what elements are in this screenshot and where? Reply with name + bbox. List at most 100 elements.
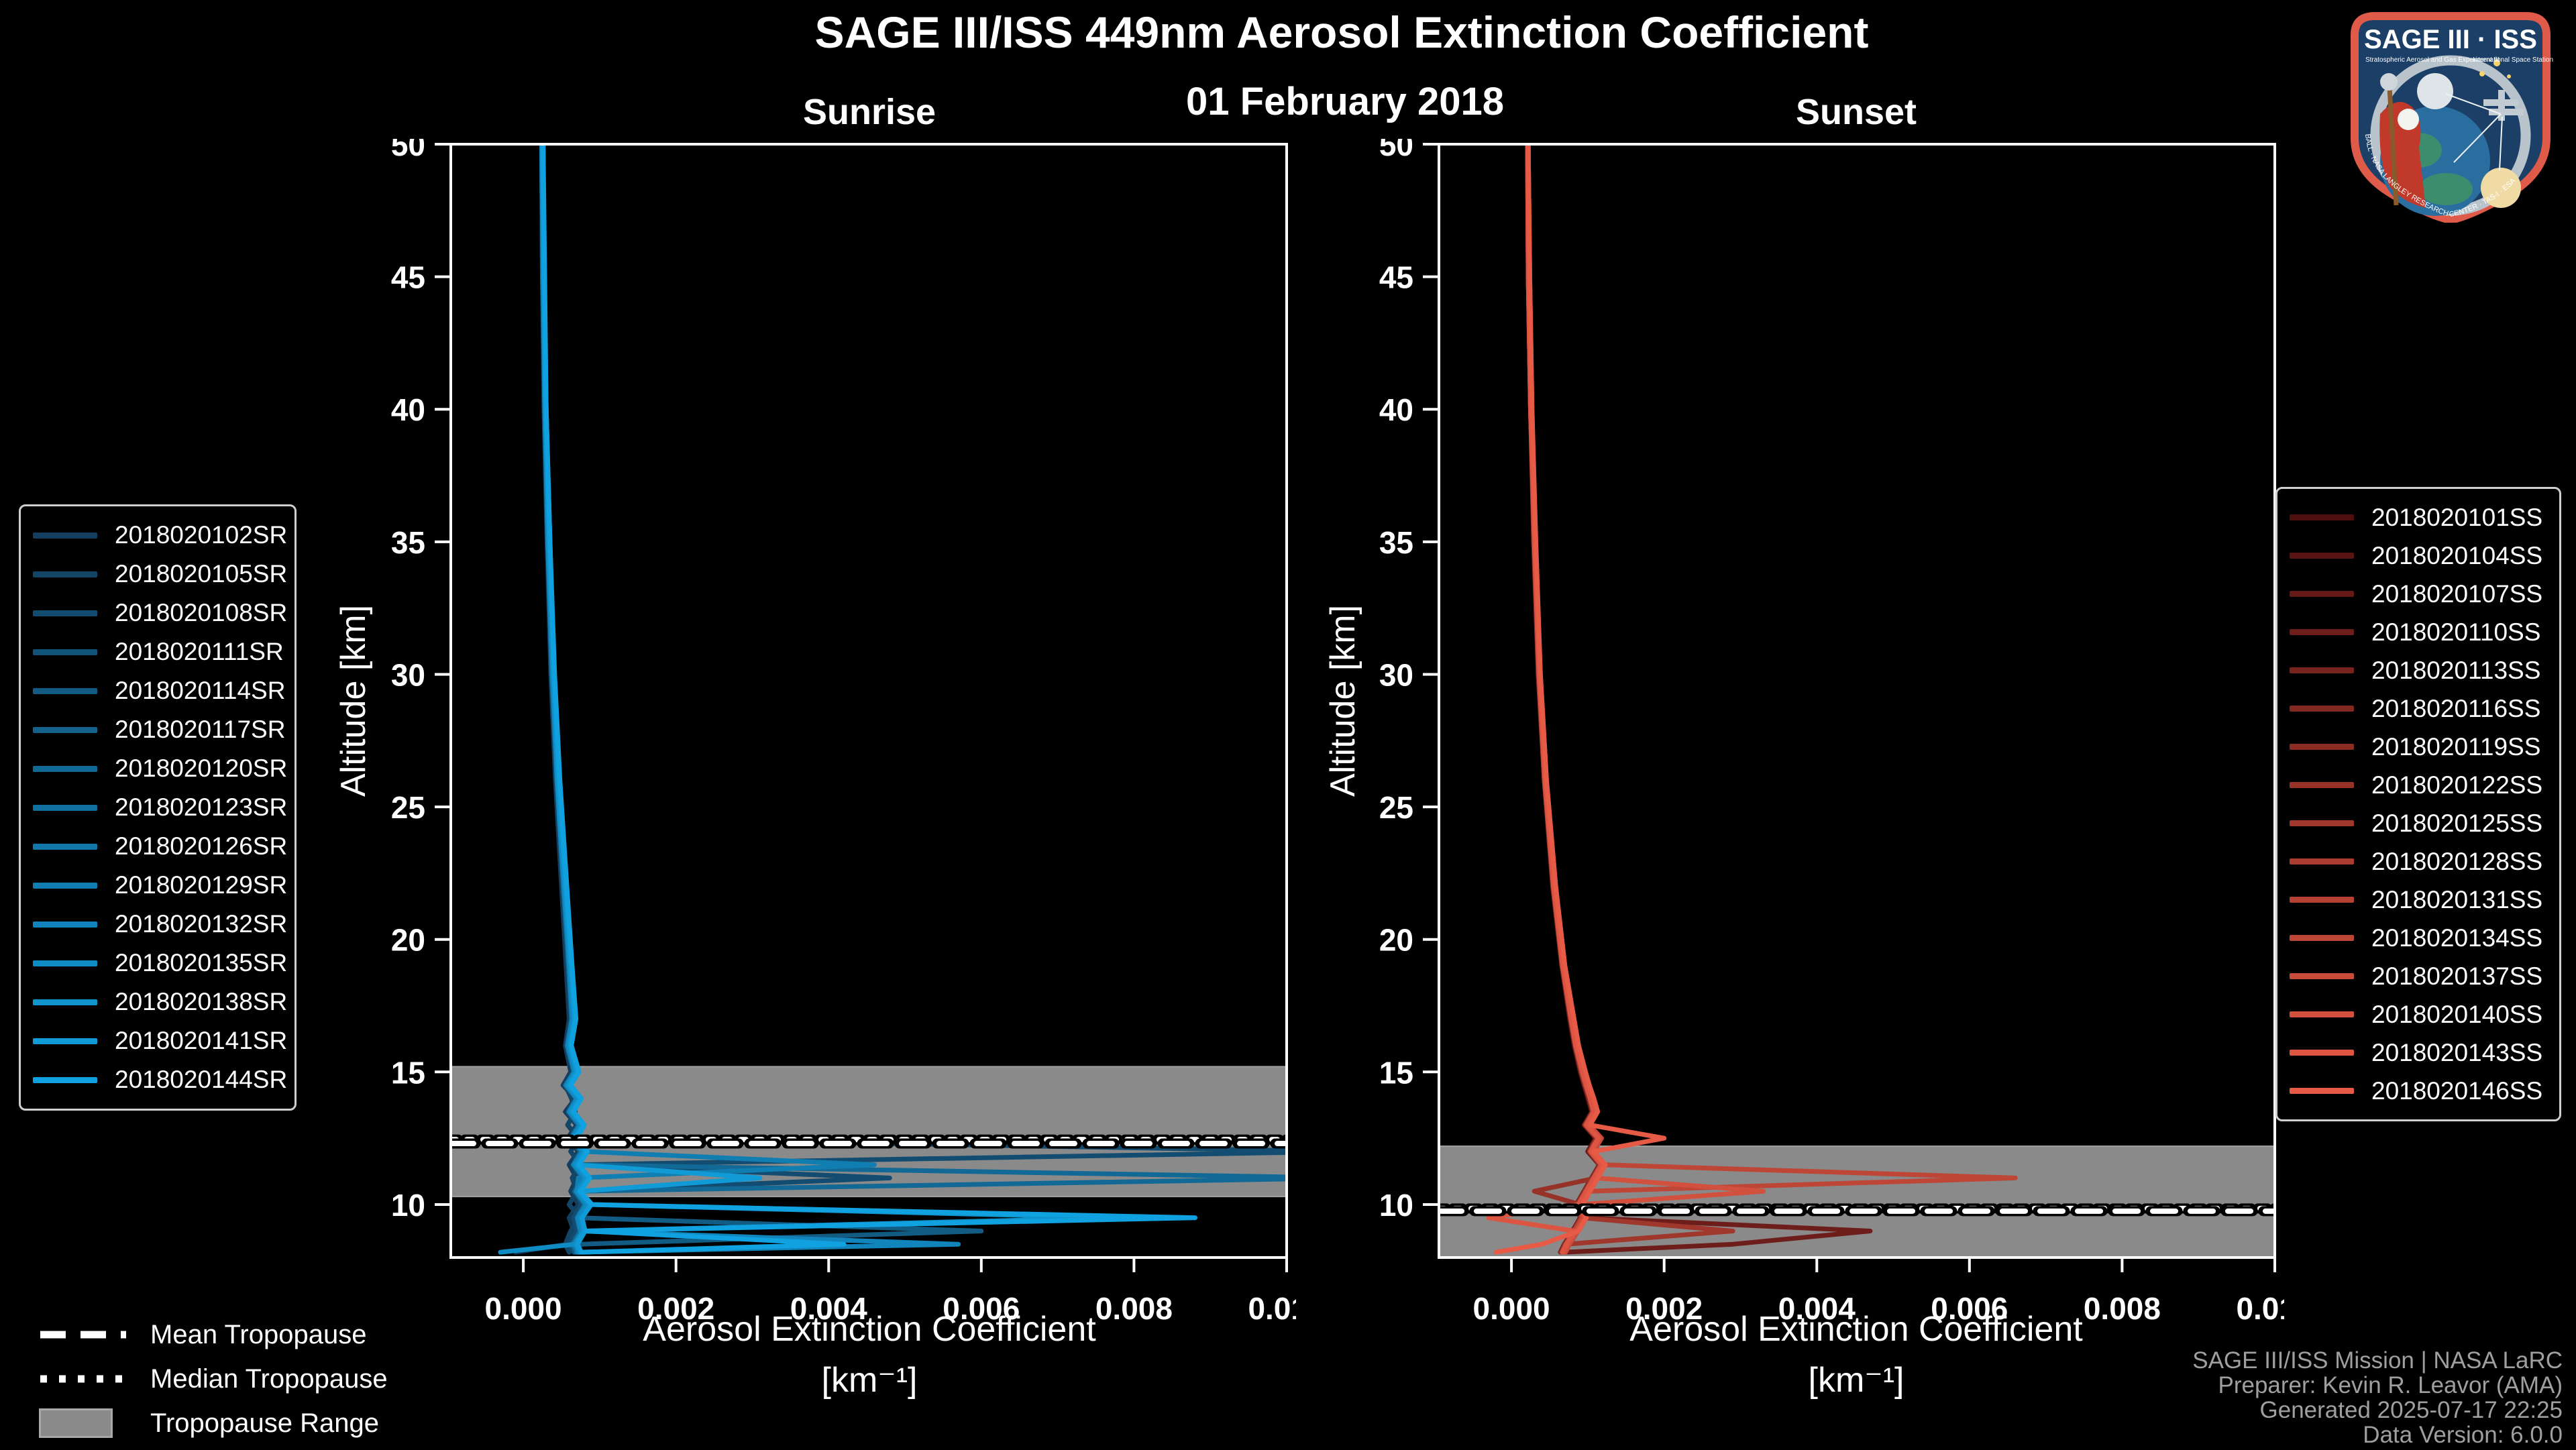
tropopause-range-label: Tropopause Range bbox=[150, 1408, 379, 1438]
sunrise-x-axis-label: Aerosol Extinction Coefficient bbox=[643, 1310, 1096, 1349]
legend-line-sample bbox=[33, 726, 97, 733]
data-version: Data Version: 6.0.0 bbox=[2363, 1422, 2563, 1448]
legend-line-sample bbox=[2290, 1050, 2354, 1056]
y-tick-label: 35 bbox=[1379, 525, 1413, 560]
legend-line-sample bbox=[2290, 629, 2354, 635]
generated-timestamp: Generated 2025-07-17 22:25 bbox=[2259, 1397, 2563, 1423]
legend-item: 2018020114SR bbox=[33, 671, 286, 710]
legend-line-sample bbox=[33, 804, 97, 811]
sunrise-panel: 0.000 0.002 0.004 0.006 0.008 0.010 10 15 20 25 30… bbox=[310, 127, 1326, 1450]
legend-item: 2018020135SR bbox=[33, 944, 287, 983]
legend-series-label: 2018020116SS bbox=[2371, 694, 2541, 722]
legend-series-label: 2018020102SR bbox=[115, 521, 288, 549]
legend-item: 2018020107SS bbox=[2290, 575, 2547, 613]
legend-series-label: 2018020138SR bbox=[115, 988, 288, 1015]
logo-title: SAGE III · ISS bbox=[2364, 25, 2537, 54]
legend-line-sample bbox=[33, 649, 97, 655]
legend-item: 2018020140SS bbox=[2290, 995, 2547, 1034]
legend-line-sample bbox=[33, 687, 97, 694]
mean-tropopause-legend-item: Mean Tropopause bbox=[39, 1317, 388, 1352]
legend-series-label: 2018020128SS bbox=[2371, 847, 2543, 875]
sunset-panel: 0.000 0.002 0.004 0.006 0.008 0.010 10 15 20 25 30… bbox=[1298, 127, 2314, 1450]
legend-series-label: 2018020104SS bbox=[2371, 541, 2543, 569]
legend-series-label: 2018020119SS bbox=[2371, 732, 2541, 761]
tropopause-range-box-icon bbox=[39, 1408, 127, 1438]
x-tick-label: 0.008 bbox=[1095, 1291, 1173, 1326]
logo-subtitle-right: International Space Station bbox=[2473, 56, 2553, 64]
legend-series-label: 2018020105SR bbox=[115, 560, 288, 588]
sunset-legend: 2018020101SS 2018020104SS 2018020107SS 2018… bbox=[2275, 487, 2561, 1121]
y-tick-label: 45 bbox=[391, 260, 425, 295]
legend-item: 2018020110SS bbox=[2290, 613, 2547, 651]
legend-series-label: 2018020114SR bbox=[115, 677, 286, 704]
legend-series-label: 2018020107SS bbox=[2371, 579, 2543, 608]
legend-item: 2018020138SR bbox=[33, 983, 287, 1021]
legend-series-label: 2018020137SS bbox=[2371, 962, 2543, 990]
series-line bbox=[1525, 144, 1766, 1255]
x-tick-label: 0.002 bbox=[637, 1291, 714, 1326]
legend-line-sample bbox=[2290, 591, 2354, 597]
legend-series-label: 2018020141SR bbox=[115, 1027, 288, 1054]
y-tick-label: 40 bbox=[391, 392, 425, 427]
x-tick-label: 0.004 bbox=[1778, 1291, 1856, 1326]
plot-frame bbox=[1438, 143, 2276, 1259]
y-tick-label: 15 bbox=[1379, 1055, 1413, 1090]
legend-item: 2018020102SR bbox=[33, 516, 287, 555]
plot-frame bbox=[449, 143, 1288, 1259]
sunset-x-axis-label: Aerosol Extinction Coefficient bbox=[1629, 1310, 2083, 1349]
logo-staff-orb bbox=[2380, 73, 2398, 91]
legend-line-sample bbox=[33, 882, 97, 889]
legend-series-label: 2018020110SS bbox=[2371, 618, 2541, 646]
legend-item: 2018020131SS bbox=[2290, 881, 2547, 919]
mean-tropopause-label: Mean Tropopause bbox=[150, 1319, 367, 1349]
series-line bbox=[1486, 144, 1604, 1255]
preparer-credit: Preparer: Kevin R. Leavor (AMA) bbox=[2218, 1372, 2563, 1398]
legend-line-sample bbox=[33, 765, 97, 772]
legend-series-label: 2018020144SR bbox=[115, 1066, 288, 1093]
logo-continent bbox=[2419, 173, 2473, 205]
legend-item: 2018020146SS bbox=[2290, 1072, 2547, 1110]
x-tick-label: 0.000 bbox=[485, 1291, 562, 1326]
legend-line-sample bbox=[33, 843, 97, 850]
legend-line-sample bbox=[2290, 514, 2354, 520]
legend-item: 2018020119SS bbox=[2290, 728, 2547, 766]
legend-line-sample bbox=[2290, 1088, 2354, 1094]
logo-stars bbox=[2479, 60, 2511, 78]
series-line bbox=[1493, 144, 1667, 1255]
attribution-footer: SAGE III/ISS Mission | NASA LaRC Prepare… bbox=[2192, 1348, 2563, 1447]
legend-series-label: 2018020122SS bbox=[2371, 771, 2543, 799]
legend-line-sample bbox=[2290, 782, 2354, 788]
legend-item: 2018020129SR bbox=[33, 866, 287, 905]
legend-item: 2018020125SS bbox=[2290, 804, 2547, 842]
legend-line-sample bbox=[33, 532, 97, 539]
legend-item: 2018020105SR bbox=[33, 555, 287, 594]
legend-line-sample bbox=[2290, 553, 2354, 559]
legend-line-sample bbox=[33, 610, 97, 616]
logo-subtitle-left: Stratospheric Aerosol and Gas Experiment… bbox=[2365, 56, 2500, 64]
legend-series-label: 2018020120SR bbox=[115, 755, 288, 782]
x-tick-label: 0.006 bbox=[943, 1291, 1020, 1326]
logo-staff bbox=[2387, 87, 2399, 206]
legend-line-sample bbox=[2290, 858, 2354, 865]
legend-series-label: 2018020125SS bbox=[2371, 809, 2543, 837]
y-tick-label: 15 bbox=[391, 1055, 425, 1090]
legend-item: 2018020143SS bbox=[2290, 1034, 2547, 1072]
legend-series-label: 2018020111SR bbox=[115, 638, 284, 665]
series-line bbox=[1525, 144, 1873, 1255]
legend-line-sample bbox=[2290, 820, 2354, 826]
sunset-x-axis-unit: [km⁻¹] bbox=[1808, 1361, 1904, 1400]
sunrise-plot-svg: 0.000 0.002 0.004 0.006 0.008 0.010 10 15 20 25 30… bbox=[310, 127, 1326, 1450]
median-tropopause-dot-icon bbox=[39, 1374, 127, 1384]
legend-series-label: 2018020134SS bbox=[2371, 924, 2543, 952]
legend-line-sample bbox=[2290, 706, 2354, 712]
tropopause-legend: Mean Tropopause Median Tropopause Tropop… bbox=[39, 1317, 388, 1441]
legend-item: 2018020132SR bbox=[33, 905, 287, 944]
y-tick-label: 20 bbox=[1379, 923, 1413, 958]
x-tick-label: 0.010 bbox=[1248, 1291, 1296, 1326]
tropopause-range-legend-item: Tropopause Range bbox=[39, 1406, 388, 1441]
legend-item: 2018020113SS bbox=[2290, 651, 2547, 689]
legend-line-sample bbox=[33, 960, 97, 966]
legend-series-label: 2018020113SS bbox=[2371, 656, 2541, 684]
y-tick-label: 50 bbox=[391, 139, 425, 162]
legend-series-label: 2018020126SR bbox=[115, 832, 288, 860]
